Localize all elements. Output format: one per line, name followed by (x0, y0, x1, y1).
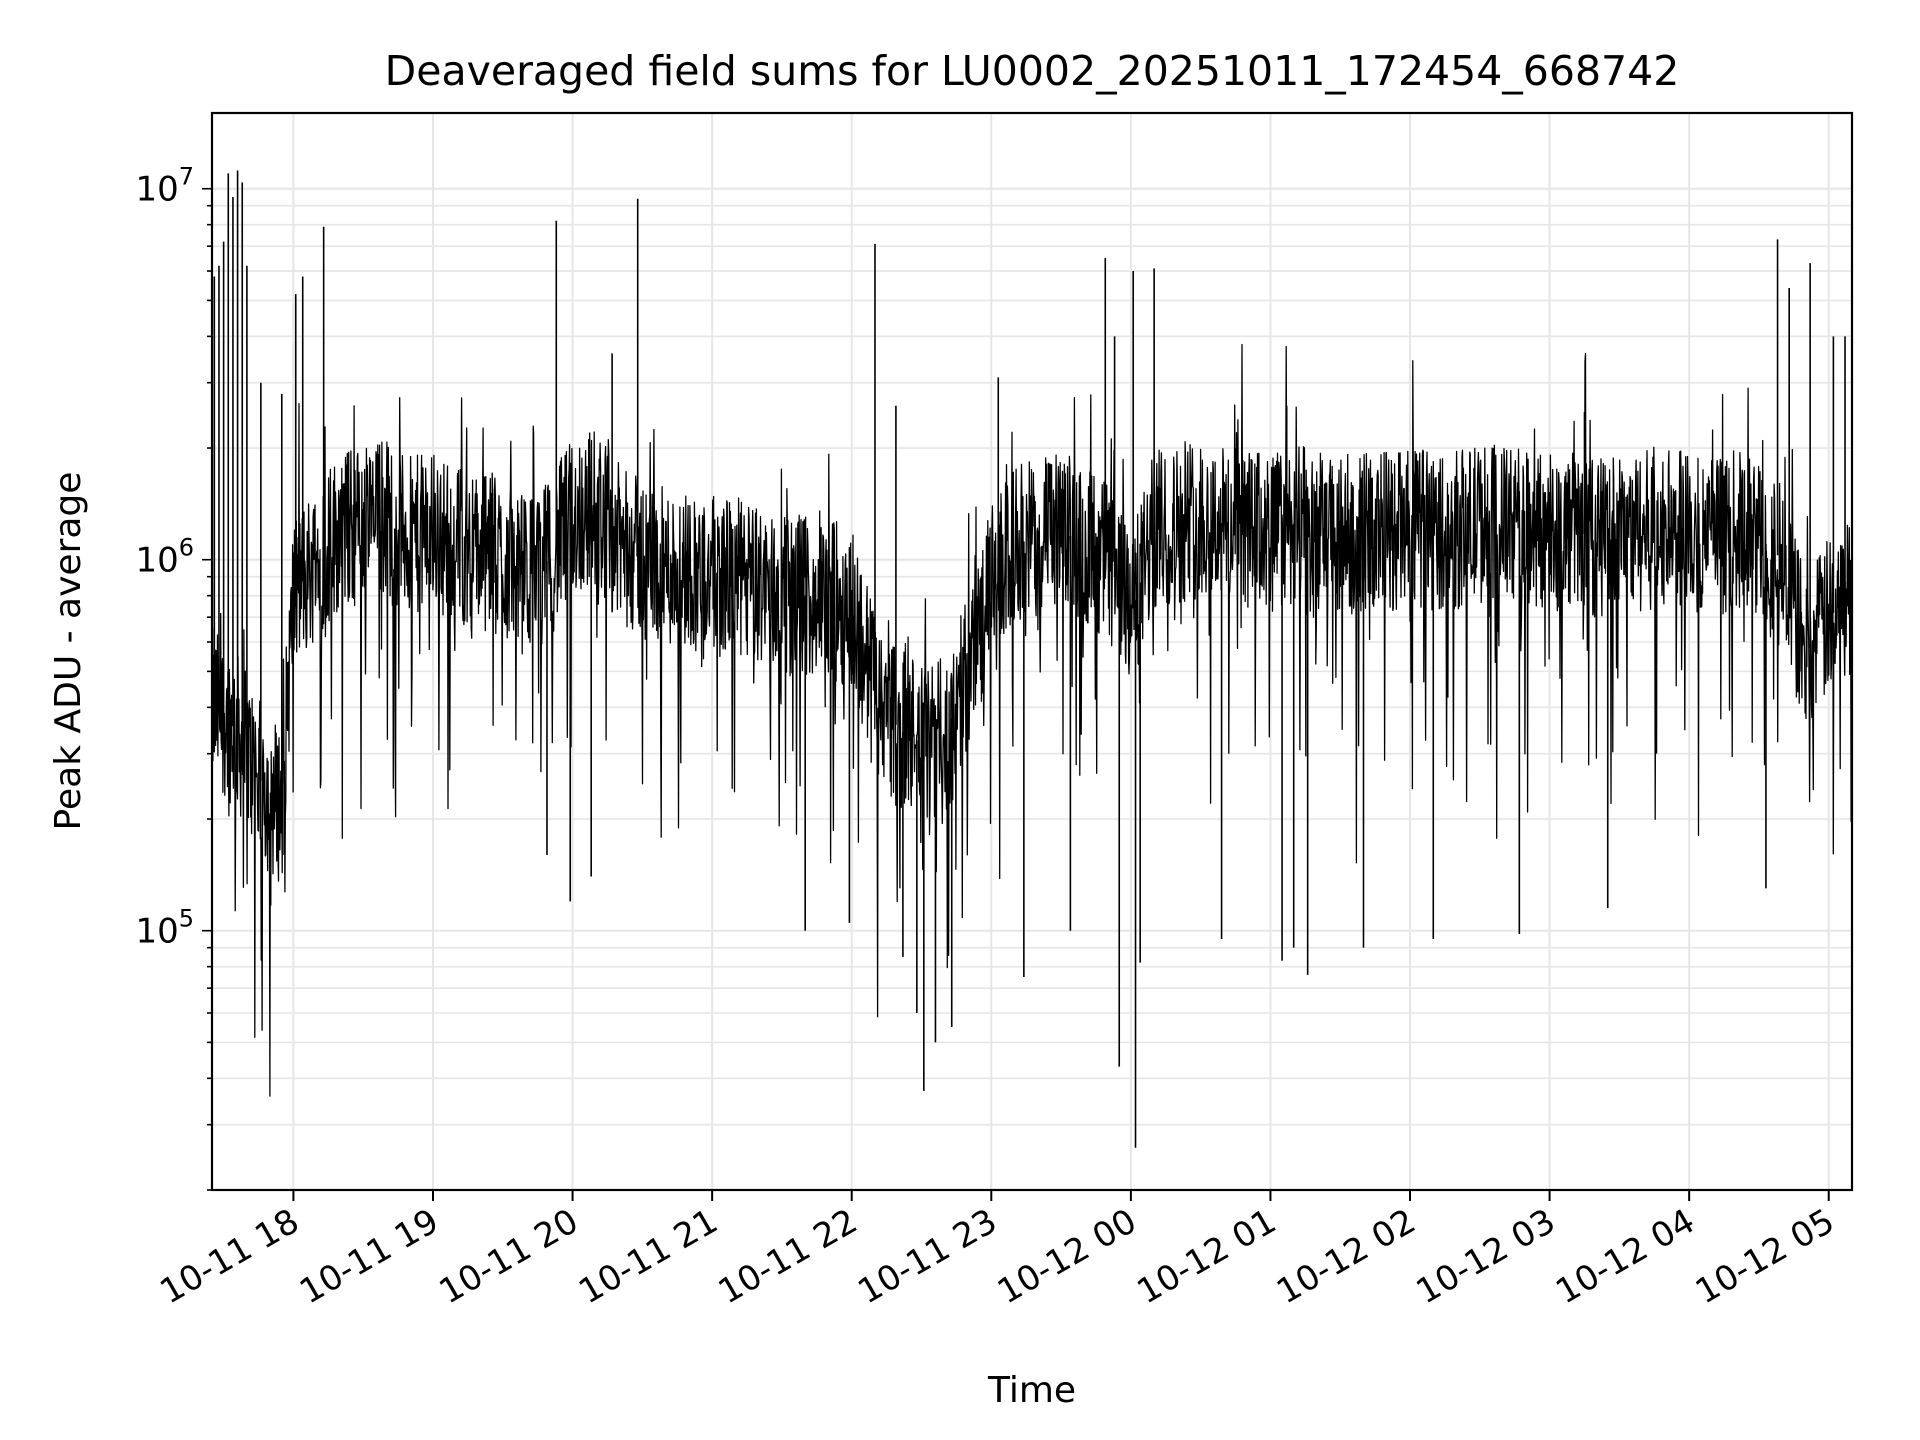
x-tick-label: 10-11 19 (293, 1201, 445, 1312)
x-tick-label: 10-11 20 (433, 1201, 585, 1312)
y-axis-label: Peak ADU - average (48, 472, 89, 831)
y-tick-label: 105 (135, 905, 194, 952)
x-tick-label: 10-11 22 (712, 1201, 864, 1312)
x-tick-label: 10-11 18 (154, 1201, 306, 1312)
x-tick-label: 10-12 01 (1131, 1201, 1283, 1312)
x-axis-label: Time (987, 1370, 1076, 1411)
x-tick-label: 10-11 21 (572, 1201, 724, 1312)
y-tick-label: 107 (135, 163, 194, 210)
chart-title: Deaveraged field sums for LU0002_2025101… (385, 47, 1680, 95)
x-tick-label: 10-12 04 (1549, 1201, 1701, 1312)
x-tick-label: 10-12 02 (1270, 1201, 1422, 1312)
data-trace (211, 170, 1853, 1148)
x-tick-label: 10-12 00 (991, 1201, 1143, 1312)
grid-lines (212, 113, 1852, 1191)
y-axis-ticks: 105 106 107 (135, 163, 212, 1191)
x-tick-label: 10-12 05 (1689, 1201, 1841, 1312)
x-tick-label: 10-12 03 (1410, 1201, 1562, 1312)
x-tick-label: 10-11 23 (851, 1201, 1003, 1312)
y-tick-label: 106 (135, 534, 194, 581)
series-line (211, 343, 1853, 1097)
plot-frame (210, 111, 1854, 1192)
